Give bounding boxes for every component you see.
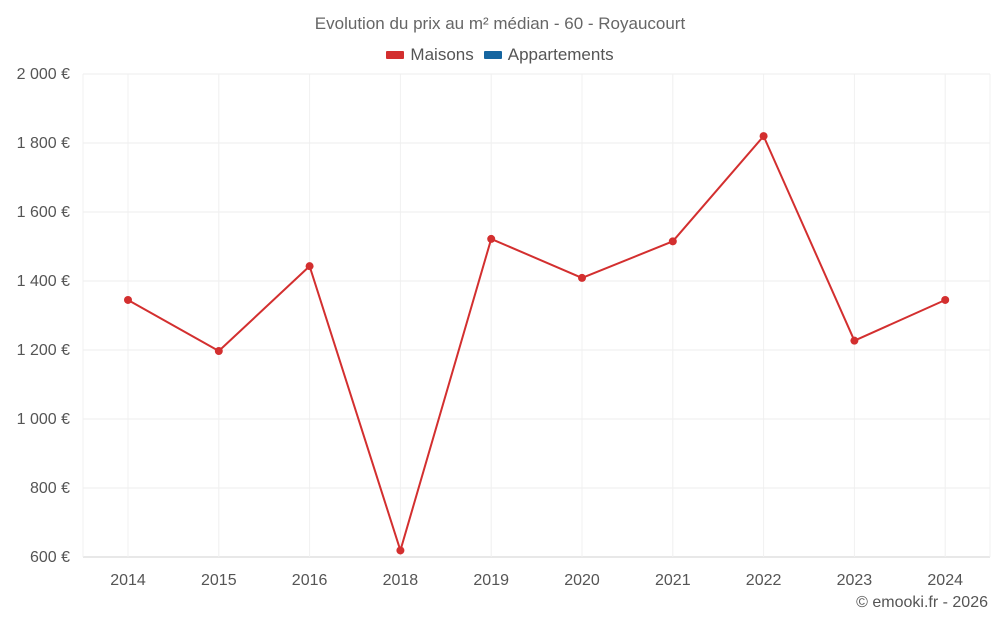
x-tick-label: 2022 [746, 572, 782, 589]
data-point [487, 234, 496, 243]
data-point [850, 336, 859, 345]
data-point [124, 295, 132, 304]
x-tick-label: 2014 [110, 572, 146, 589]
x-tick-label: 2016 [292, 572, 328, 589]
y-tick-label: 1 800 € [17, 135, 70, 152]
y-tick-label: 600 € [30, 549, 70, 566]
series-line-maisons [127, 135, 946, 552]
chart-title: Evolution du prix au m² médian - 60 - Ro… [314, 14, 686, 33]
legend-swatch-maisons [386, 51, 405, 59]
y-tick-label: 800 € [30, 480, 70, 497]
y-tick-label: 1 400 € [17, 273, 70, 290]
data-point [759, 132, 768, 141]
data-point [305, 262, 314, 271]
data-point [668, 237, 677, 246]
x-tick-label: 2018 [383, 572, 419, 589]
x-tick-label: 2023 [837, 572, 873, 589]
data-point [214, 347, 223, 356]
x-tick-label: 2020 [564, 572, 600, 589]
y-tick-label: 2 000 € [17, 66, 70, 83]
legend-item-maisons[interactable]: Maisons [386, 45, 474, 65]
y-tick-label: 1 000 € [17, 411, 70, 428]
legend-label-appartements: Appartements [507, 45, 614, 64]
data-point [941, 295, 950, 304]
x-tick-label: 2015 [201, 572, 237, 589]
x-tick-label: 2021 [655, 572, 691, 589]
y-tick-label: 1 600 € [17, 204, 70, 221]
credit-text: © emooki.fr - 2026 [856, 594, 988, 611]
data-point [396, 546, 405, 555]
legend-label-maisons: Maisons [410, 45, 474, 64]
legend-item-appartements[interactable]: Appartements [483, 45, 614, 65]
legend-swatch-appartements [483, 51, 502, 59]
x-tick-label: 2019 [473, 572, 509, 589]
legend: Maisons Appartements [0, 45, 1000, 65]
x-tick-label: 2024 [927, 572, 963, 589]
y-tick-label: 1 200 € [17, 342, 70, 359]
data-point [578, 273, 586, 282]
